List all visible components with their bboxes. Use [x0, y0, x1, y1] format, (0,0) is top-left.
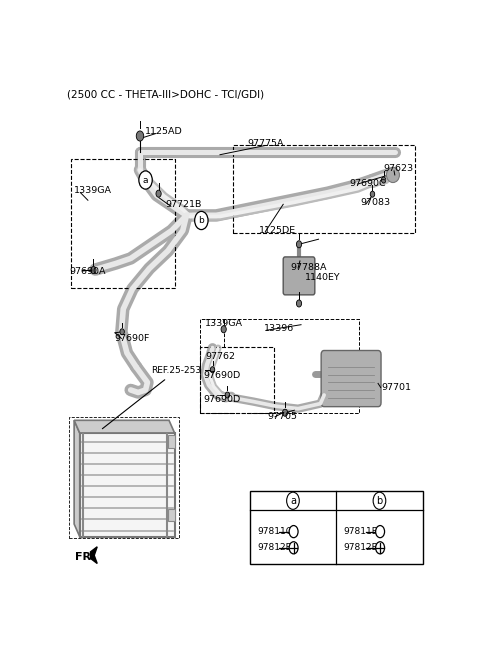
- Text: FR.: FR.: [75, 552, 96, 562]
- Bar: [250, 491, 423, 564]
- Text: 97721B: 97721B: [165, 200, 202, 209]
- Text: 97705: 97705: [267, 413, 298, 421]
- Text: 97762: 97762: [205, 351, 235, 361]
- FancyBboxPatch shape: [321, 350, 381, 407]
- Bar: [80, 433, 175, 537]
- Circle shape: [289, 542, 298, 554]
- Text: 1339GA: 1339GA: [74, 186, 112, 195]
- Text: 97812B: 97812B: [344, 543, 378, 553]
- Circle shape: [139, 171, 152, 189]
- Bar: [233, 145, 415, 233]
- Circle shape: [370, 191, 375, 197]
- Text: 97690D: 97690D: [203, 395, 240, 403]
- Text: 97690D: 97690D: [203, 371, 240, 380]
- Bar: [200, 319, 360, 413]
- Text: 1125DE: 1125DE: [259, 226, 296, 235]
- Text: 97623: 97623: [384, 164, 414, 173]
- Text: 97701: 97701: [381, 383, 411, 392]
- Polygon shape: [74, 420, 175, 433]
- Text: a: a: [143, 175, 148, 185]
- Polygon shape: [74, 420, 80, 537]
- Text: b: b: [199, 216, 204, 225]
- Circle shape: [221, 326, 226, 333]
- Circle shape: [91, 267, 96, 273]
- Text: 97083: 97083: [360, 198, 391, 207]
- Ellipse shape: [386, 168, 399, 183]
- Bar: [69, 417, 179, 538]
- Polygon shape: [91, 547, 97, 564]
- Text: REF.25-253: REF.25-253: [102, 366, 201, 429]
- Circle shape: [156, 190, 161, 197]
- Text: b: b: [376, 496, 383, 506]
- Text: 13396: 13396: [264, 325, 294, 333]
- Text: 1339GA: 1339GA: [205, 319, 243, 328]
- Text: 1140EY: 1140EY: [305, 273, 341, 282]
- Text: (2500 CC - THETA-III>DOHC - TCI/GDI): (2500 CC - THETA-III>DOHC - TCI/GDI): [67, 90, 264, 100]
- Text: 97690F: 97690F: [114, 334, 149, 343]
- Circle shape: [120, 328, 124, 335]
- Circle shape: [287, 492, 300, 509]
- Circle shape: [282, 409, 288, 417]
- Circle shape: [195, 212, 208, 229]
- Circle shape: [382, 177, 386, 183]
- Text: 97811C: 97811C: [257, 527, 292, 536]
- Circle shape: [289, 526, 298, 537]
- Text: 97690C: 97690C: [349, 179, 386, 187]
- Text: 97775A: 97775A: [248, 139, 284, 148]
- Circle shape: [297, 240, 301, 248]
- Circle shape: [376, 542, 384, 554]
- Text: a: a: [290, 496, 296, 506]
- Bar: [168, 436, 175, 448]
- Text: 97811B: 97811B: [344, 527, 379, 536]
- Text: 1125AD: 1125AD: [145, 127, 182, 137]
- Text: 97812B: 97812B: [257, 543, 292, 553]
- Circle shape: [376, 526, 384, 537]
- Bar: [71, 159, 175, 288]
- FancyBboxPatch shape: [283, 257, 315, 295]
- Circle shape: [225, 392, 229, 398]
- Circle shape: [297, 300, 301, 307]
- Circle shape: [210, 367, 215, 373]
- Bar: [168, 509, 175, 522]
- Text: 97788A: 97788A: [290, 263, 326, 271]
- Bar: [200, 347, 274, 413]
- Text: 97690A: 97690A: [69, 267, 106, 275]
- Circle shape: [136, 131, 144, 141]
- Circle shape: [373, 492, 386, 509]
